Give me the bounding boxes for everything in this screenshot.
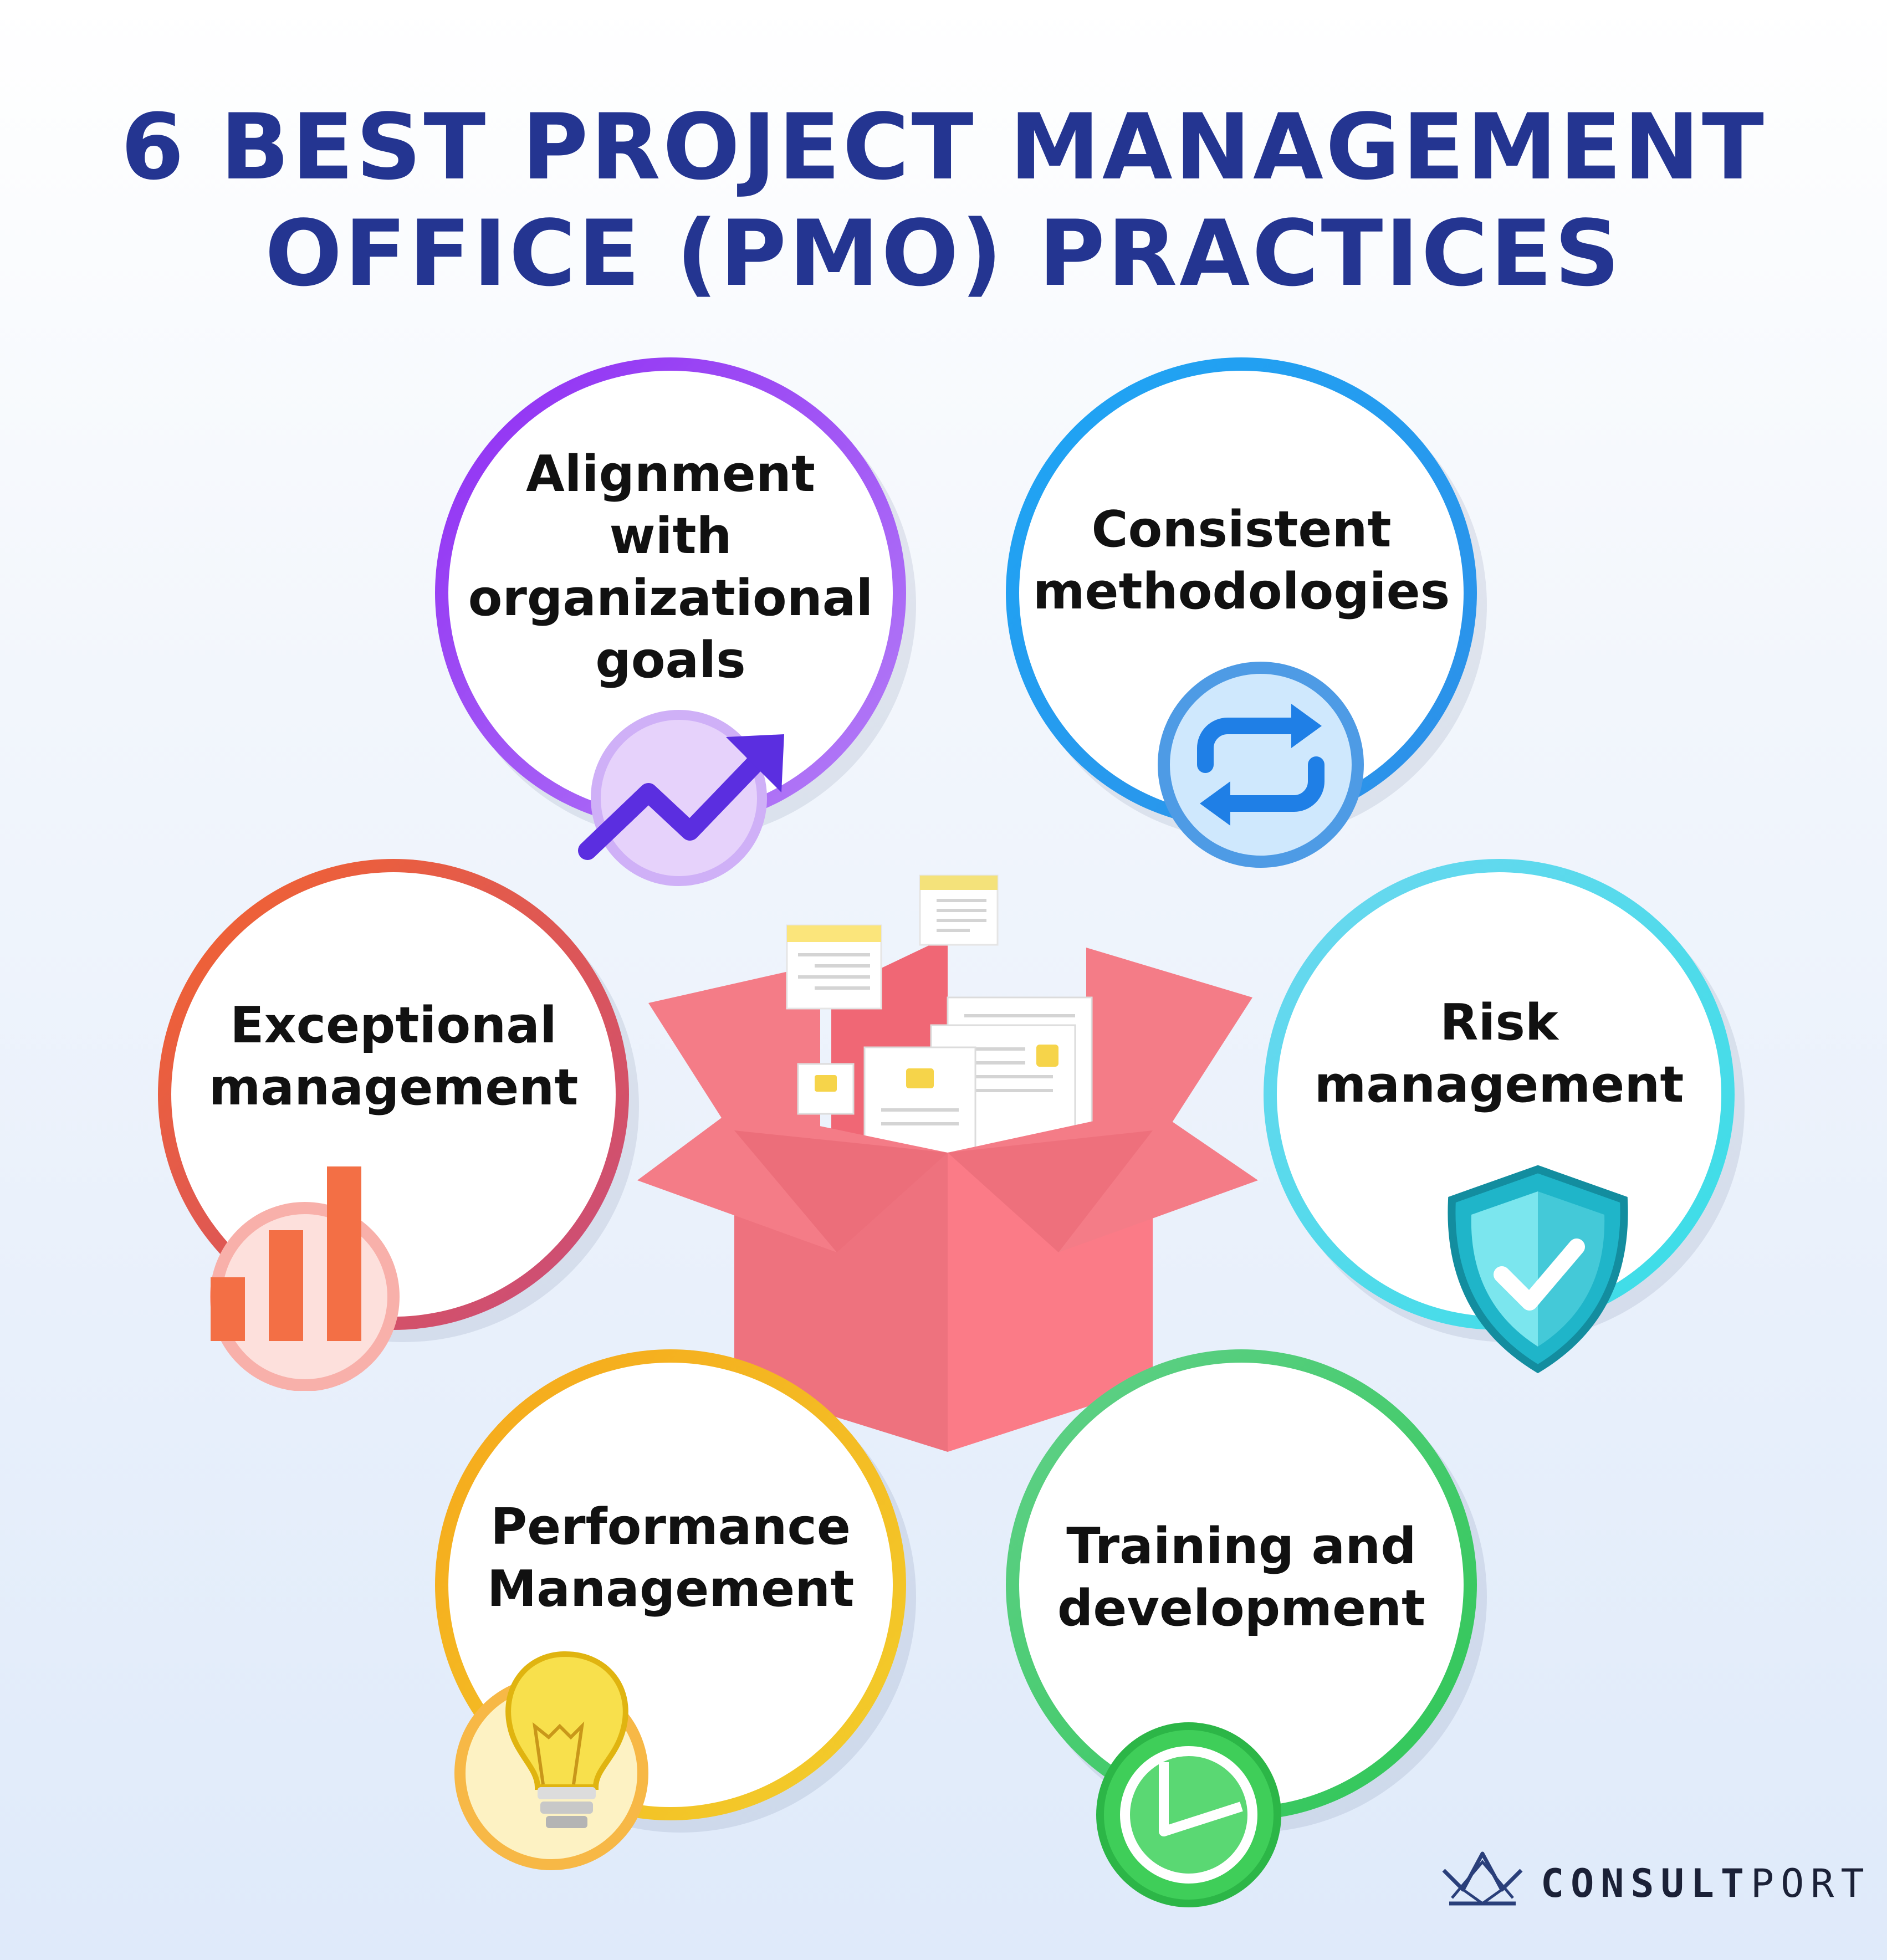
exceptional-line-1: Exceptional: [230, 996, 557, 1055]
page-title: 6 BEST PROJECT MANAGEMENT OFFICE (PMO) P…: [0, 94, 1887, 307]
alignment-line-2: with: [609, 507, 732, 565]
title-line-2: OFFICE (PMO) PRACTICES: [265, 201, 1622, 306]
consistent-line-2: methodologies: [1032, 562, 1450, 621]
risk-line-2: management: [1314, 1056, 1684, 1114]
brand-name-bold: CONSULT: [1541, 1861, 1751, 1906]
exceptional-line-2: management: [208, 1058, 579, 1117]
open-box-with-documents-icon: [637, 874, 1258, 1452]
bar-chart-icon: [210, 1166, 400, 1391]
alignment-line-1: Alignment: [526, 445, 815, 503]
shield-check-icon: [1448, 1165, 1628, 1374]
risk-line-1: Risk: [1440, 994, 1558, 1052]
brand-name-light: PORT: [1751, 1861, 1871, 1906]
performance-line-1: Performance: [490, 1498, 851, 1556]
practice-circle-training: Training and development: [1006, 1349, 1477, 1820]
repeat-arrows-icon: [1158, 662, 1364, 868]
alignment-line-4: goals: [595, 631, 746, 689]
paper-boat-icon: [1442, 1851, 1523, 1906]
practice-circle-risk: Risk management: [1264, 859, 1735, 1330]
consistent-line-1: Consistent: [1091, 500, 1392, 559]
training-line-1: Training and: [1066, 1517, 1416, 1575]
pie-clock-icon: [1096, 1722, 1281, 1907]
consultport-logo: CONSULTPORT: [1441, 1851, 1864, 1912]
title-line-1: 6 BEST PROJECT MANAGEMENT: [121, 94, 1766, 200]
lightbulb-icon: [454, 1651, 648, 1870]
practice-circle-consistent: Consistent methodologies: [1006, 357, 1477, 828]
alignment-line-3: organizational: [468, 569, 873, 627]
trend-up-arrow-icon: [578, 710, 784, 886]
training-line-2: development: [1057, 1579, 1426, 1637]
performance-line-2: Management: [487, 1560, 855, 1618]
